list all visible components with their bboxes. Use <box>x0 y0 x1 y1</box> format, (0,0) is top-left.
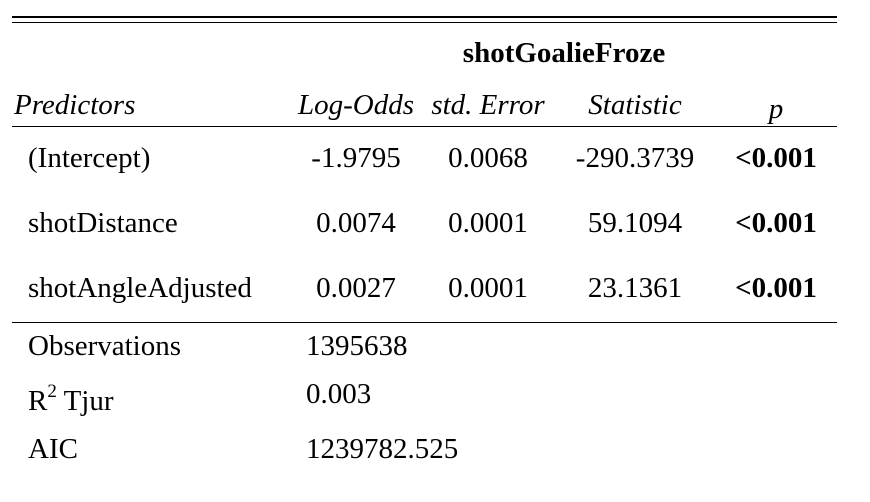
r2-label-superscript: 2 <box>47 381 57 403</box>
header-rule <box>12 126 837 127</box>
aic-value: 1239782.525 <box>306 433 459 465</box>
top-rule-1 <box>12 16 837 18</box>
observations-value: 1395638 <box>306 330 408 362</box>
r2-label: R2 Tjur <box>28 381 114 418</box>
header-log-odds: Log-Odds <box>297 89 415 121</box>
header-std-error: std. Error <box>431 89 545 121</box>
predictor-name: (Intercept) <box>28 142 151 174</box>
dependent-variable-title: shotGoalieFroze <box>462 37 666 69</box>
statistic-value: -290.3739 <box>575 142 695 174</box>
predictor-name: shotAngleAdjusted <box>28 272 252 304</box>
header-p: p <box>768 93 784 125</box>
aic-label: AIC <box>28 433 78 465</box>
r2-label-base: R <box>28 385 48 417</box>
r2-label-suffix: Tjur <box>56 385 114 417</box>
std-error-value: 0.0001 <box>448 272 528 304</box>
estimate-value: -1.9795 <box>311 142 401 174</box>
p-value: <0.001 <box>735 207 817 239</box>
stats-rule <box>12 322 837 323</box>
r2-value: 0.003 <box>306 378 372 410</box>
p-value: <0.001 <box>735 272 817 304</box>
std-error-value: 0.0001 <box>448 207 528 239</box>
header-statistic: Statistic <box>588 89 682 121</box>
header-predictors: Predictors <box>14 89 136 121</box>
top-rule-2 <box>12 22 837 23</box>
p-value: <0.001 <box>735 142 817 174</box>
estimate-value: 0.0074 <box>316 207 396 239</box>
std-error-value: 0.0068 <box>448 142 528 174</box>
predictor-name: shotDistance <box>28 207 178 239</box>
statistic-value: 59.1094 <box>587 207 683 239</box>
observations-label: Observations <box>28 330 182 362</box>
statistic-value: 23.1361 <box>587 272 683 304</box>
estimate-value: 0.0027 <box>316 272 396 304</box>
